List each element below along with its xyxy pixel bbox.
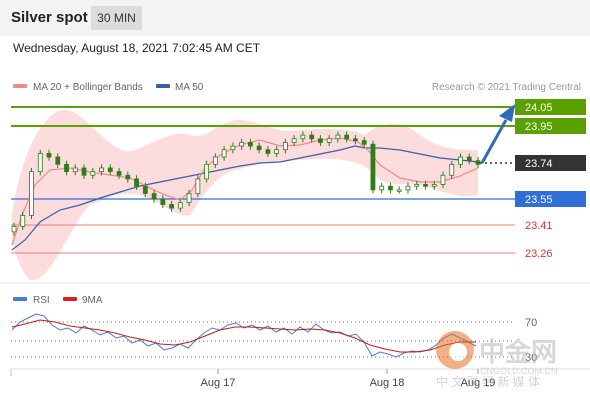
- x-label-aug17: Aug 17: [201, 377, 236, 389]
- candle-body: [458, 156, 463, 165]
- candle-body: [405, 185, 411, 191]
- candle-body: [20, 215, 26, 227]
- candle-body: [475, 160, 481, 165]
- candle-body: [388, 185, 393, 191]
- candle-body: [344, 134, 350, 140]
- candle-body: [274, 149, 280, 154]
- forecast-arrow-line: [480, 119, 508, 164]
- ma20-legend-label: MA 20 + Bollinger Bands: [33, 82, 143, 93]
- candle-body: [64, 163, 69, 173]
- candle-body: [230, 145, 236, 151]
- level-badge-23-95: [515, 118, 586, 134]
- ma50-legend-swatch: [156, 84, 170, 88]
- candle-body: [326, 138, 332, 143]
- rsi-level-30: 30: [525, 352, 537, 364]
- watermark-tagline: 中 文 财 经 新 媒 体: [436, 374, 540, 389]
- candle-body: [318, 138, 323, 143]
- instrument-title: Silver spot: [11, 9, 88, 26]
- x-label-aug18: Aug 18: [370, 377, 405, 389]
- candle-body: [72, 167, 78, 173]
- candle-body: [353, 138, 358, 141]
- candle-body: [396, 189, 402, 192]
- candle-body: [99, 167, 104, 173]
- candle-body: [440, 174, 446, 185]
- level-badge-24-05: [515, 99, 586, 115]
- watermark: 中金网 CNGOLD.COM.CN 中 文 财 经 新 媒 体: [436, 331, 558, 389]
- candle-body: [265, 149, 271, 154]
- candle-body: [335, 134, 341, 140]
- candle-body: [247, 142, 253, 147]
- candle-body: [46, 152, 52, 158]
- candle-body: [55, 156, 61, 165]
- candle-body: [300, 134, 306, 140]
- candle-body: [309, 134, 315, 140]
- watermark-url: CNGOLD.COM.CN: [480, 366, 558, 376]
- watermark-logo-inner: [449, 343, 467, 361]
- rsi-legend-swatch: [13, 297, 27, 301]
- candle-body: [379, 185, 385, 191]
- forecast-arrow-head: [499, 104, 515, 122]
- candle-body: [116, 171, 122, 176]
- level-badge-23-55: [515, 191, 586, 207]
- level-label-23-41: 23.41: [525, 220, 553, 232]
- candle-body: [160, 198, 166, 205]
- credit-label: Research © 2021 Trading Central: [432, 82, 581, 93]
- candle-body: [169, 204, 174, 209]
- watermark-logo-text: 中金网: [479, 337, 557, 367]
- candle-body: [151, 193, 157, 200]
- candle-body: [466, 156, 472, 162]
- level-label-24-05: 24.05: [525, 102, 553, 114]
- candle-body: [186, 193, 192, 204]
- candles-group: [11, 131, 481, 236]
- datetime-label: Wednesday, August 18, 2021 7:02:45 AM CE…: [13, 41, 261, 55]
- ma50-legend-label: MA 50: [175, 82, 204, 93]
- candle-body: [195, 178, 201, 194]
- candle-body: [449, 163, 455, 176]
- bollinger-band: [12, 109, 478, 281]
- rsi-ma-legend-label: 9MA: [82, 295, 103, 306]
- candle-body: [431, 183, 437, 187]
- candle-body: [221, 149, 227, 158]
- header-bar: Silver spot 30 MIN: [0, 0, 590, 36]
- candle-body: [90, 171, 96, 176]
- ma20-line: [11, 137, 479, 246]
- candle-body: [37, 152, 43, 173]
- candle-body: [11, 225, 17, 233]
- level-label-23-26: 23.26: [525, 248, 553, 260]
- candle-body: [212, 156, 218, 165]
- candle-body: [423, 183, 428, 187]
- candle-body: [361, 140, 367, 145]
- candle-body: [29, 171, 34, 216]
- rsi-ma-line: [11, 319, 476, 353]
- candle-body: [256, 145, 262, 151]
- candle-body: [142, 185, 148, 194]
- candle-body: [282, 142, 288, 151]
- level-label-23-95: 23.95: [525, 121, 553, 133]
- ma20-legend-swatch: [13, 84, 27, 88]
- rsi-ma-legend-swatch: [63, 297, 77, 301]
- candle-body: [125, 174, 131, 180]
- level-label-23-55: 23.55: [525, 194, 553, 206]
- candle-body: [204, 163, 210, 180]
- ma50-line: [11, 145, 479, 251]
- rsi-level-70: 70: [525, 317, 537, 329]
- rsi-line: [11, 313, 477, 358]
- candle-body: [291, 138, 297, 143]
- candle-body: [239, 142, 245, 147]
- rsi-legend-label: RSI: [33, 295, 50, 306]
- candle-body: [134, 178, 139, 187]
- candle-body: [370, 143, 376, 191]
- level-label-23-74: 23.74: [525, 158, 553, 170]
- candle-body: [81, 167, 87, 176]
- level-badge-23-74: [515, 155, 586, 171]
- candle-body: [107, 167, 113, 173]
- candle-body: [414, 183, 420, 187]
- x-label-aug19: Aug 19: [461, 377, 496, 389]
- candle-body: [177, 202, 183, 209]
- timeframe-button[interactable]: 30 MIN: [91, 6, 142, 30]
